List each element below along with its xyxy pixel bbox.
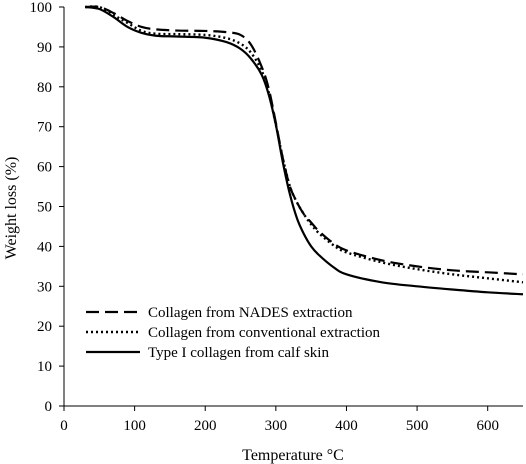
series-layer	[85, 5, 524, 296]
y-tick-label: 80	[37, 80, 52, 96]
legend: Collagen from NADES extraction Collagen …	[86, 305, 381, 361]
legend-label-nades: Collagen from NADES extraction	[148, 305, 353, 321]
y-tick-label: 60	[37, 160, 52, 176]
x-tick-label: 200	[194, 418, 217, 434]
x-tick-label: 100	[123, 418, 146, 434]
series-line-type-i-collagen-from-calf-skin	[85, 5, 524, 296]
y-axis-title: Weight loss (%)	[3, 157, 20, 260]
y-tick-label: 30	[37, 279, 52, 295]
legend-label-calf-skin: Type I collagen from calf skin	[148, 345, 329, 361]
x-tick-label: 500	[406, 418, 429, 434]
y-axis-ticks: 0 10 20 30 40 50 60 70 80 90 100	[30, 0, 64, 415]
x-axis-title: Temperature °C	[242, 447, 344, 464]
y-tick-label: 0	[45, 399, 53, 415]
y-tick-label: 70	[37, 120, 52, 136]
x-tick-label: 600	[476, 418, 499, 434]
y-tick-label: 50	[37, 200, 52, 216]
y-tick-label: 90	[37, 40, 52, 56]
x-axis-ticks: 0 100 200 300 400 500 600	[60, 406, 499, 434]
legend-label-conventional: Collagen from conventional extraction	[148, 325, 381, 341]
y-tick-label: 10	[37, 359, 52, 375]
y-tick-label: 40	[37, 239, 52, 255]
y-tick-label: 20	[37, 319, 52, 335]
x-tick-label: 300	[265, 418, 288, 434]
x-tick-label: 400	[335, 418, 358, 434]
series-line-collagen-from-conventional-extraction	[85, 5, 524, 284]
y-tick-label: 100	[30, 0, 53, 16]
x-tick-label: 0	[60, 418, 68, 434]
